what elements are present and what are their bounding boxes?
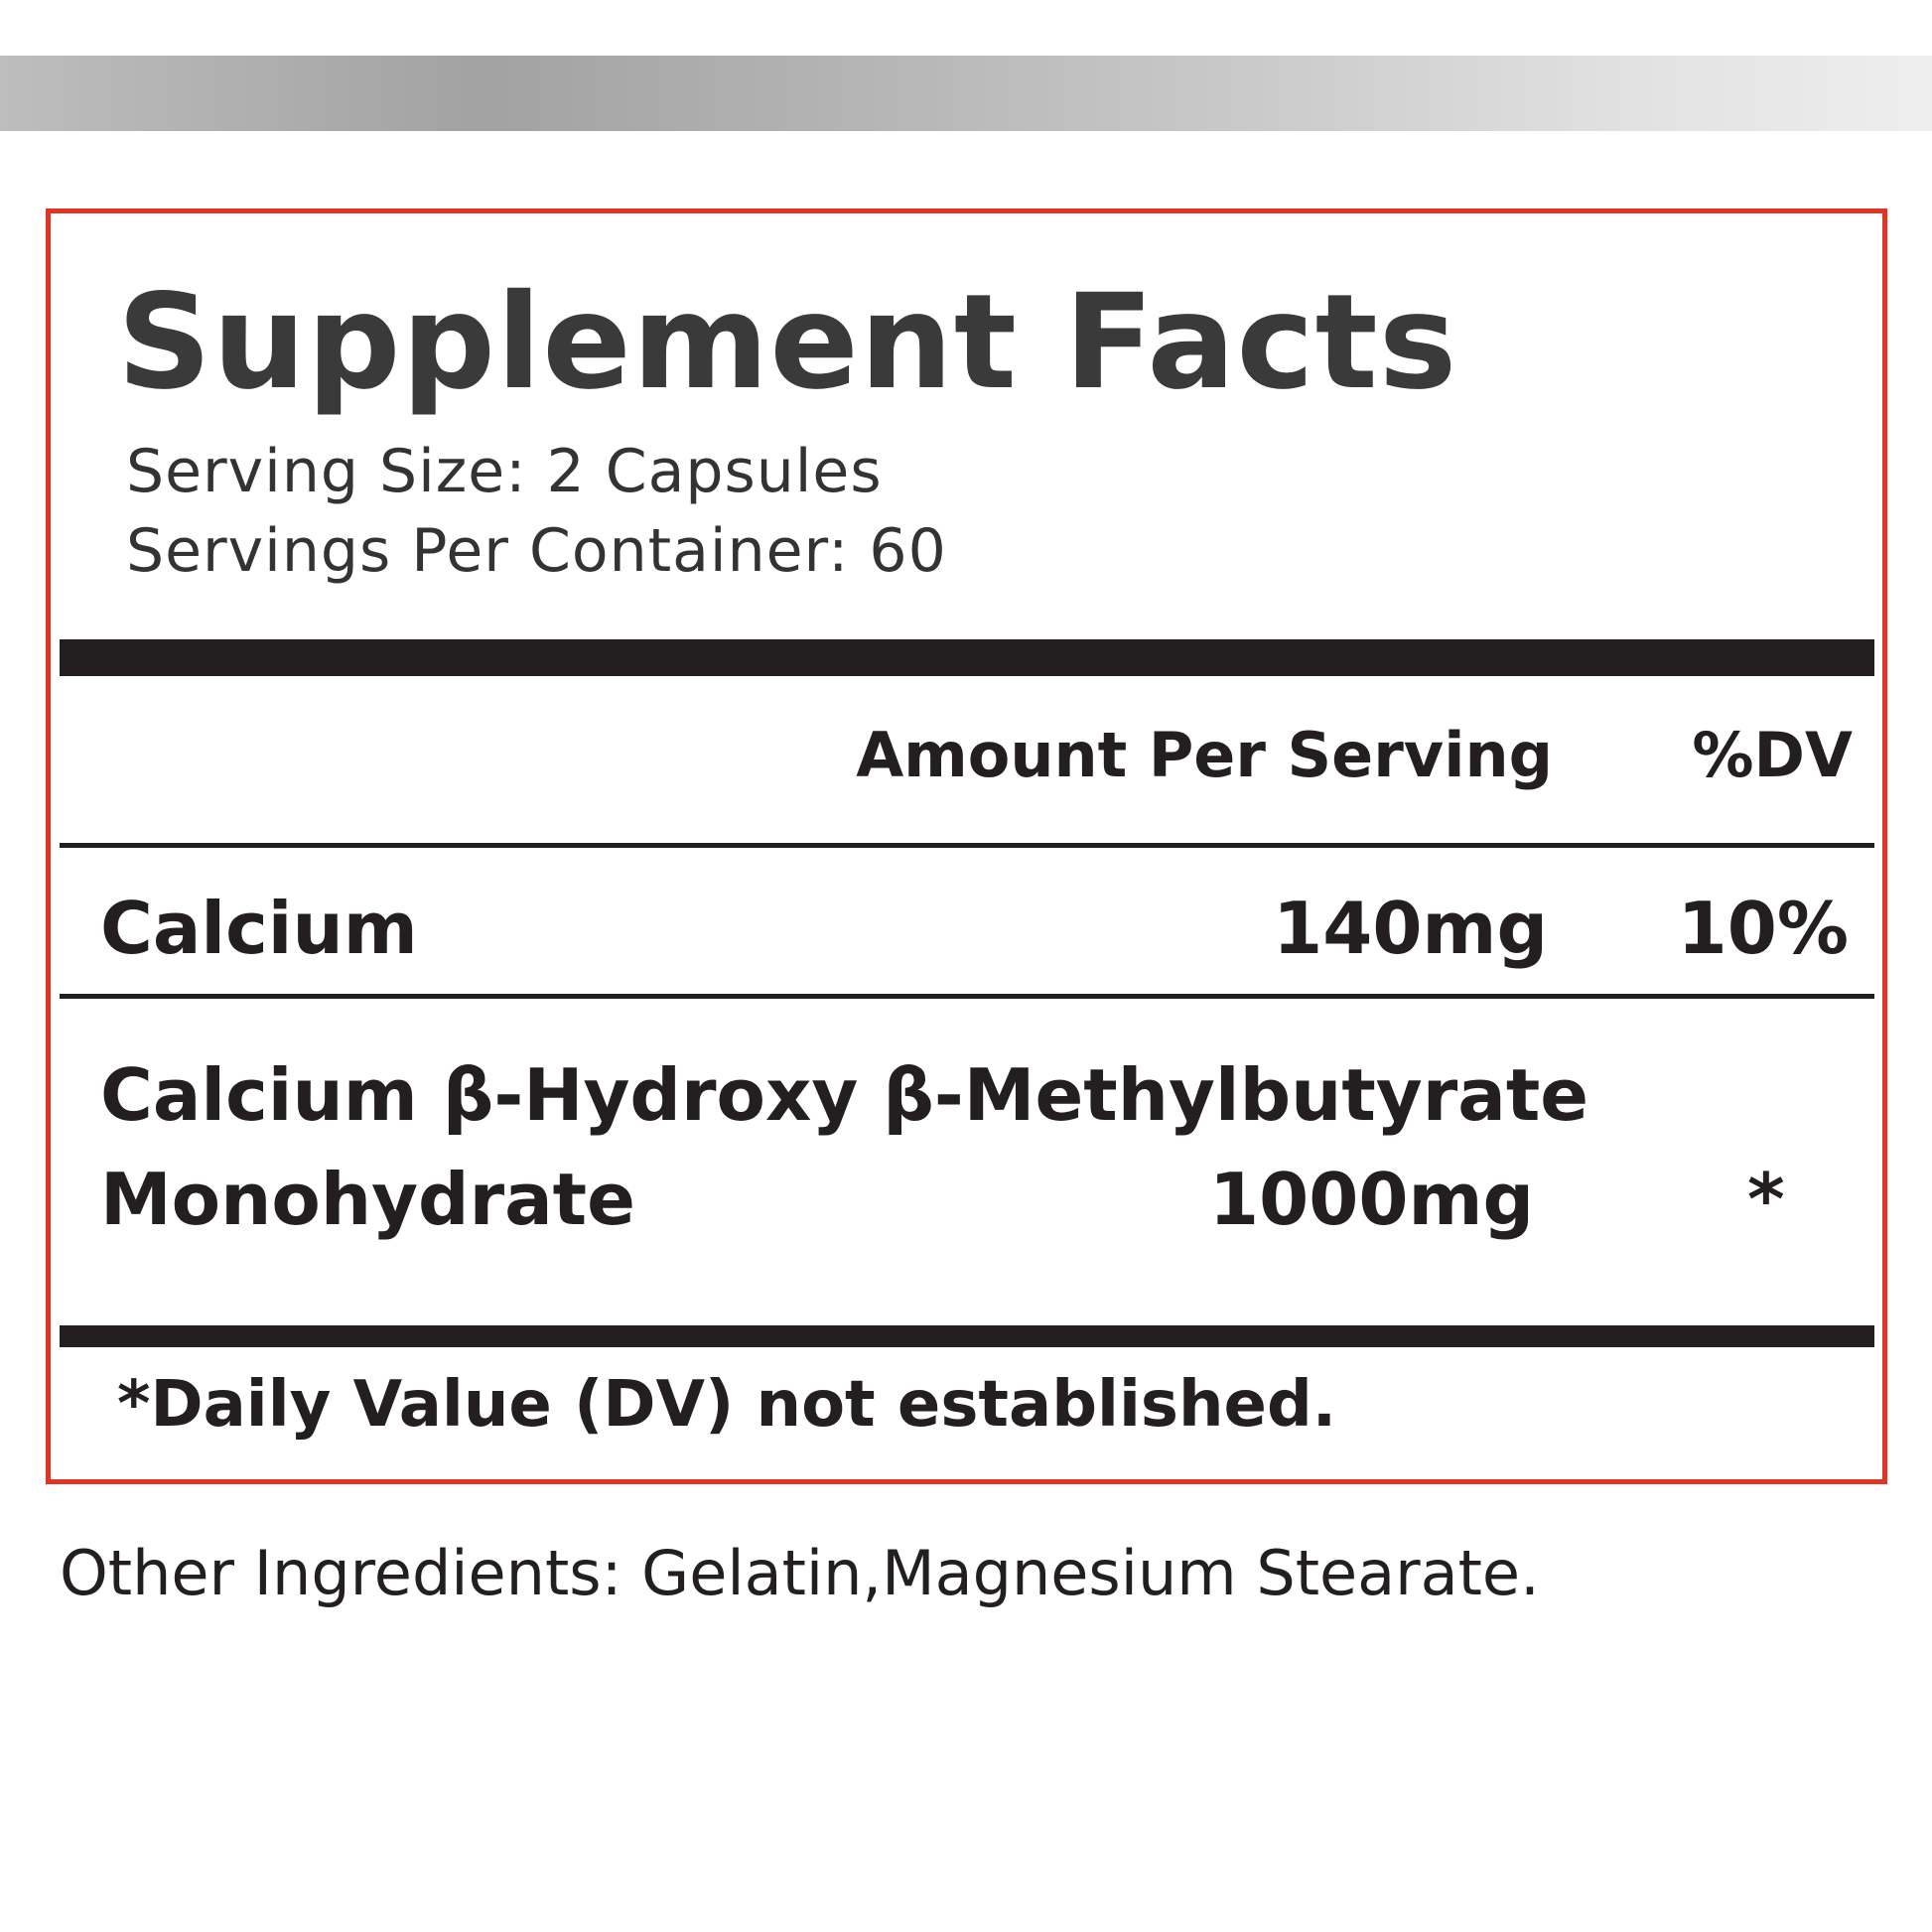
nutrient-dv: 10% [1677, 887, 1849, 970]
nutrient-amount: 140mg [1273, 887, 1548, 970]
nutrient-name: Calcium β-Hydroxy β-Methylbutyrate [100, 1053, 1589, 1137]
nutrient-dv: * [1747, 1158, 1785, 1241]
panel-title: Supplement Facts [117, 266, 1458, 419]
thick-divider [60, 639, 1874, 676]
divider [60, 994, 1874, 999]
nutrient-name: Calcium [100, 887, 418, 970]
divider [60, 843, 1874, 848]
thick-divider [60, 1325, 1874, 1347]
other-ingredients: Other Ingredients: Gelatin,Magnesium Ste… [60, 1537, 1540, 1609]
amount-header: Amount Per Serving [856, 719, 1553, 791]
nutrient-name-line2: Monohydrate [100, 1158, 635, 1241]
footnote: *Daily Value (DV) not established. [117, 1368, 1337, 1442]
top-gradient-bar [0, 56, 1932, 131]
serving-size: Serving Size: 2 Capsules [126, 437, 883, 506]
nutrient-amount: 1000mg [1209, 1158, 1534, 1241]
servings-per-container: Servings Per Container: 60 [126, 516, 947, 586]
dv-header: %DV [1692, 719, 1853, 791]
supplement-facts-panel [46, 208, 1887, 1484]
